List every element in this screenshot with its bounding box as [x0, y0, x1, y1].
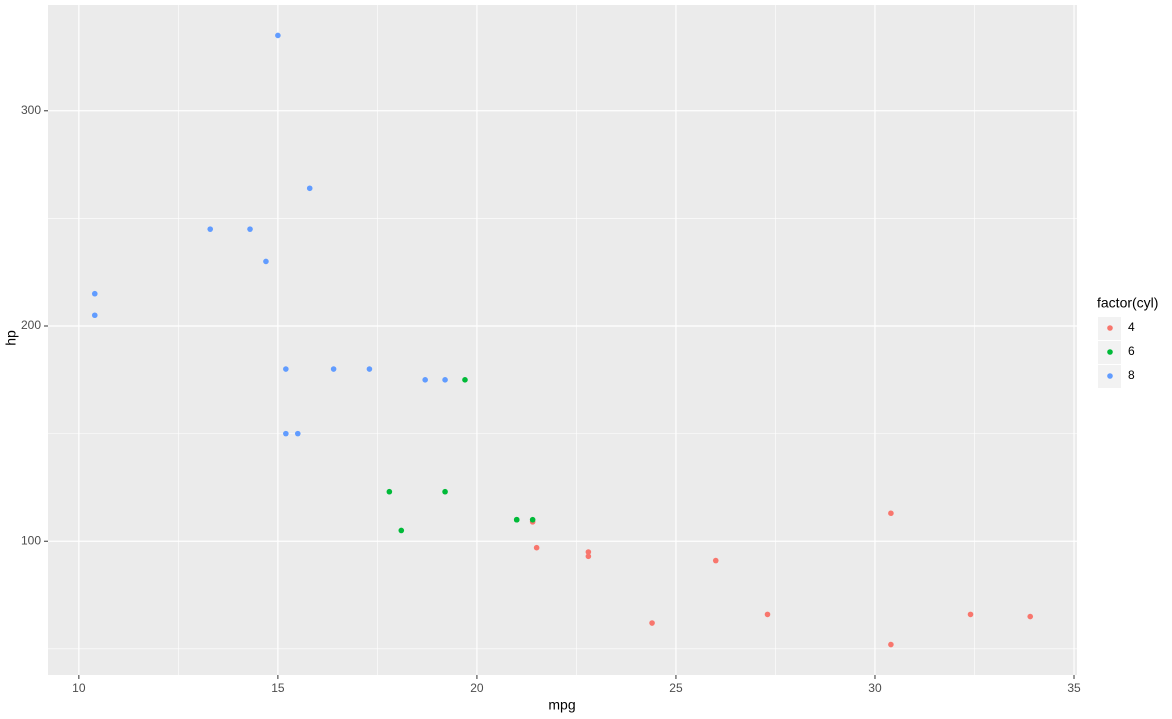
point [764, 611, 771, 618]
point [294, 430, 301, 437]
panel [48, 5, 1077, 675]
point [712, 557, 719, 564]
point [422, 377, 428, 383]
point [967, 611, 974, 618]
legend-label: 6 [1128, 344, 1135, 358]
point [386, 488, 393, 495]
x-tick-label: 35 [1067, 681, 1081, 695]
point [529, 516, 536, 523]
point [533, 544, 540, 551]
point [247, 226, 253, 232]
y-tick-label: 200 [21, 318, 41, 332]
legend-marker [1107, 325, 1113, 331]
point [398, 527, 405, 534]
point [91, 290, 98, 297]
legend-label: 8 [1128, 368, 1135, 382]
x-axis-title: mpg [548, 697, 575, 713]
point [91, 312, 98, 319]
point [306, 185, 313, 192]
legend-marker [1107, 349, 1113, 355]
x-tick-label: 20 [470, 681, 484, 695]
point [366, 366, 373, 372]
legend-title: factor(cyl) [1097, 295, 1158, 311]
y-tick-label: 300 [21, 103, 41, 117]
x-tick-label: 10 [72, 681, 86, 695]
point [649, 620, 655, 626]
x-tick-label: 30 [868, 681, 882, 695]
point [263, 258, 269, 265]
point [283, 430, 289, 437]
x-tick-label: 15 [271, 681, 285, 695]
point [283, 366, 289, 372]
point [442, 488, 448, 495]
point [442, 377, 448, 383]
point [330, 366, 337, 372]
point [1027, 613, 1034, 620]
y-axis-title: hp [3, 330, 19, 346]
y-tick-label: 100 [21, 533, 41, 547]
point [207, 226, 214, 232]
x-tick-label: 25 [669, 681, 683, 695]
point [585, 549, 592, 555]
legend-marker [1107, 373, 1113, 379]
grid [48, 5, 1077, 675]
point [888, 510, 894, 517]
point [513, 516, 520, 523]
legend-label: 4 [1128, 320, 1135, 334]
point [888, 641, 894, 648]
point [275, 32, 281, 39]
point [462, 377, 468, 383]
point [585, 553, 592, 560]
points [91, 32, 1034, 648]
